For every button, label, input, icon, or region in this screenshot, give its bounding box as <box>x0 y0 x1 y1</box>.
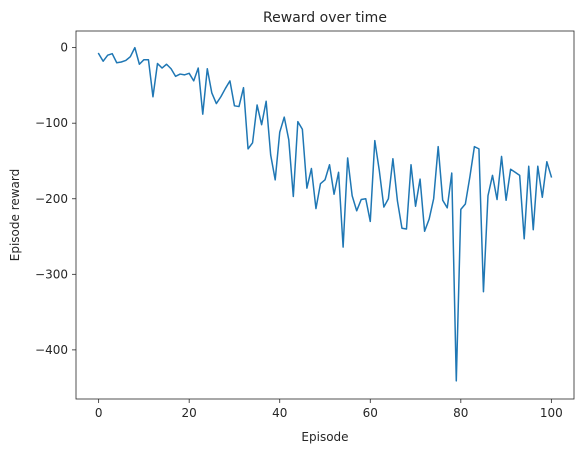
y-axis-label: Episode reward <box>8 169 22 262</box>
x-tick-label: 100 <box>540 406 563 420</box>
y-tick-label: −400 <box>35 343 68 357</box>
x-tick-label: 80 <box>453 406 468 420</box>
ticks-layer: 0 20 40 60 80 100 0 −100 −200 −300 −400 <box>35 41 563 420</box>
y-tick-label: −300 <box>35 267 68 281</box>
x-tick-label: 40 <box>272 406 287 420</box>
x-tick-label: 0 <box>95 406 103 420</box>
x-tick-label: 60 <box>363 406 378 420</box>
plot-frame <box>75 30 575 400</box>
series-line <box>97 46 553 382</box>
x-tick-label: 20 <box>182 406 197 420</box>
plot-area <box>76 31 574 399</box>
series-layer <box>97 46 553 382</box>
y-tick-label: −200 <box>35 192 68 206</box>
x-axis-label: Episode <box>301 430 348 444</box>
y-tick-label: −100 <box>35 116 68 130</box>
y-tick-label: 0 <box>60 41 68 55</box>
chart-title: Reward over time <box>263 10 387 26</box>
